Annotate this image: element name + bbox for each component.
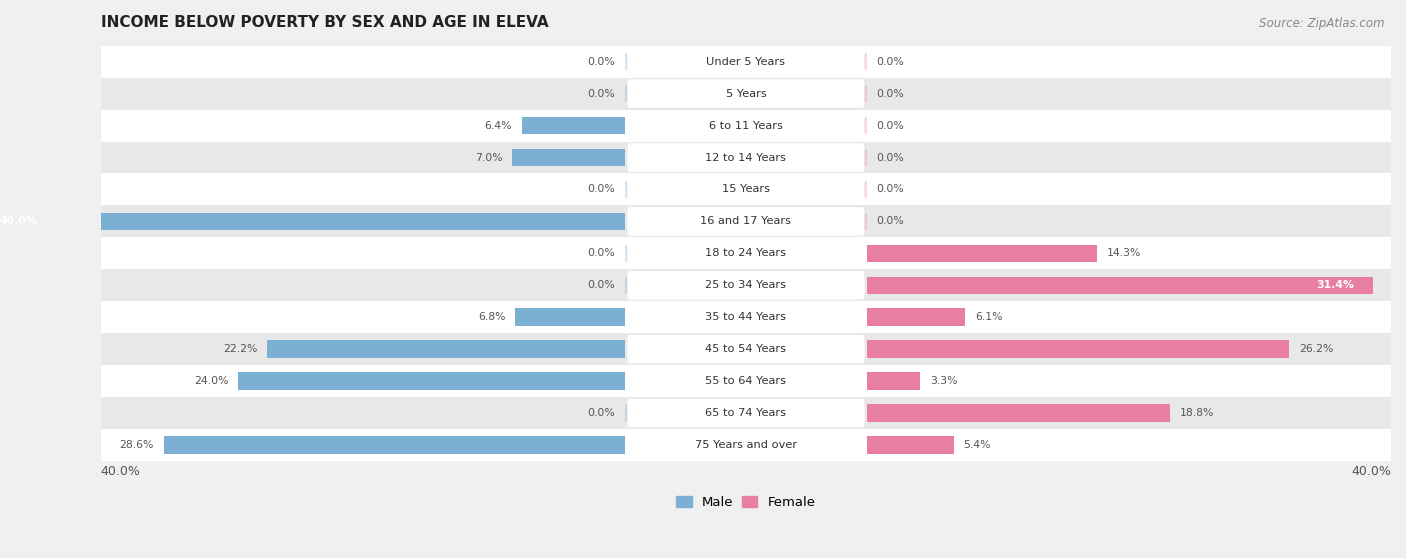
Bar — [267, 340, 624, 358]
Bar — [101, 365, 1391, 397]
Text: 28.6%: 28.6% — [120, 440, 155, 450]
FancyBboxPatch shape — [627, 335, 865, 363]
Text: Source: ZipAtlas.com: Source: ZipAtlas.com — [1260, 17, 1385, 30]
Bar — [101, 301, 1391, 333]
Text: 0.0%: 0.0% — [588, 408, 616, 418]
Bar — [522, 117, 624, 134]
Bar — [624, 53, 747, 70]
Text: 22.2%: 22.2% — [224, 344, 257, 354]
FancyBboxPatch shape — [627, 271, 865, 300]
Bar — [101, 397, 1391, 429]
FancyBboxPatch shape — [627, 112, 865, 140]
Bar — [747, 213, 868, 230]
Bar — [624, 277, 747, 294]
Bar — [747, 85, 868, 103]
Text: 12 to 14 Years: 12 to 14 Years — [706, 152, 786, 162]
Bar — [0, 213, 624, 230]
FancyBboxPatch shape — [627, 399, 865, 427]
Bar — [101, 78, 1391, 109]
Bar — [624, 181, 747, 198]
Bar — [868, 277, 1374, 294]
Bar — [515, 309, 624, 326]
Text: 40.0%: 40.0% — [0, 217, 37, 227]
Bar — [101, 205, 1391, 237]
Text: 0.0%: 0.0% — [876, 152, 904, 162]
Text: 6.8%: 6.8% — [478, 312, 506, 323]
Bar — [101, 174, 1391, 205]
Bar — [624, 405, 747, 422]
Text: 75 Years and over: 75 Years and over — [695, 440, 797, 450]
Bar — [868, 372, 920, 390]
Bar — [868, 405, 1170, 422]
Text: 40.0%: 40.0% — [1351, 465, 1391, 478]
Bar — [512, 149, 624, 166]
FancyBboxPatch shape — [627, 367, 865, 396]
Bar — [101, 270, 1391, 301]
FancyBboxPatch shape — [627, 239, 865, 268]
Text: 0.0%: 0.0% — [588, 185, 616, 194]
Text: 7.0%: 7.0% — [475, 152, 502, 162]
Bar — [747, 53, 868, 70]
Bar — [101, 429, 1391, 461]
Text: 6 to 11 Years: 6 to 11 Years — [709, 121, 783, 131]
Text: 14.3%: 14.3% — [1107, 248, 1142, 258]
Bar — [163, 436, 624, 454]
Bar — [868, 436, 953, 454]
FancyBboxPatch shape — [627, 79, 865, 108]
Bar — [624, 244, 747, 262]
Text: 6.4%: 6.4% — [485, 121, 512, 131]
Text: 18 to 24 Years: 18 to 24 Years — [706, 248, 786, 258]
Text: 55 to 64 Years: 55 to 64 Years — [706, 376, 786, 386]
FancyBboxPatch shape — [627, 207, 865, 235]
Bar — [101, 142, 1391, 174]
Text: 5 Years: 5 Years — [725, 89, 766, 99]
Text: 0.0%: 0.0% — [876, 185, 904, 194]
Text: 65 to 74 Years: 65 to 74 Years — [706, 408, 786, 418]
Text: 26.2%: 26.2% — [1299, 344, 1333, 354]
Text: 31.4%: 31.4% — [1316, 280, 1354, 290]
FancyBboxPatch shape — [627, 175, 865, 204]
Text: 45 to 54 Years: 45 to 54 Years — [706, 344, 786, 354]
FancyBboxPatch shape — [627, 47, 865, 76]
Text: 25 to 34 Years: 25 to 34 Years — [706, 280, 786, 290]
Bar — [624, 85, 747, 103]
Text: 16 and 17 Years: 16 and 17 Years — [700, 217, 792, 227]
Bar — [747, 181, 868, 198]
Text: 0.0%: 0.0% — [588, 89, 616, 99]
Legend: Male, Female: Male, Female — [671, 491, 821, 514]
Bar — [868, 309, 966, 326]
Text: 0.0%: 0.0% — [588, 248, 616, 258]
Text: 6.1%: 6.1% — [974, 312, 1002, 323]
Text: 5.4%: 5.4% — [963, 440, 991, 450]
Text: 0.0%: 0.0% — [876, 89, 904, 99]
Bar — [101, 237, 1391, 270]
Text: Under 5 Years: Under 5 Years — [706, 57, 786, 66]
FancyBboxPatch shape — [627, 303, 865, 331]
Text: 24.0%: 24.0% — [194, 376, 228, 386]
Text: 0.0%: 0.0% — [588, 280, 616, 290]
Bar — [101, 46, 1391, 78]
Text: 18.8%: 18.8% — [1180, 408, 1215, 418]
Bar — [238, 372, 624, 390]
Bar — [101, 109, 1391, 142]
Text: INCOME BELOW POVERTY BY SEX AND AGE IN ELEVA: INCOME BELOW POVERTY BY SEX AND AGE IN E… — [101, 15, 548, 30]
Bar — [868, 340, 1289, 358]
Text: 15 Years: 15 Years — [721, 185, 770, 194]
Text: 35 to 44 Years: 35 to 44 Years — [706, 312, 786, 323]
Text: 0.0%: 0.0% — [876, 121, 904, 131]
Bar — [101, 333, 1391, 365]
Text: 0.0%: 0.0% — [588, 57, 616, 66]
FancyBboxPatch shape — [627, 143, 865, 172]
Bar — [747, 149, 868, 166]
Text: 40.0%: 40.0% — [101, 465, 141, 478]
Bar — [868, 244, 1098, 262]
Text: 3.3%: 3.3% — [929, 376, 957, 386]
FancyBboxPatch shape — [627, 431, 865, 459]
Text: 0.0%: 0.0% — [876, 57, 904, 66]
Text: 0.0%: 0.0% — [876, 217, 904, 227]
Bar — [747, 117, 868, 134]
